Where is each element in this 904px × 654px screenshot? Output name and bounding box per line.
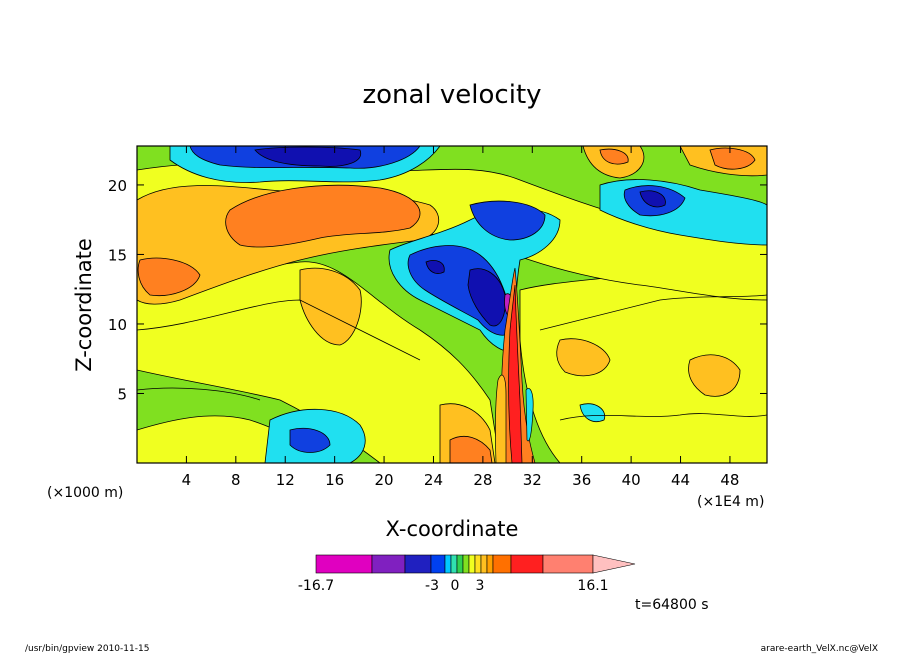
jet-streaks (495, 267, 536, 463)
x-tick-label: 12 (276, 471, 295, 489)
contour-field (137, 146, 767, 463)
colorbar-tick-label: 0 (451, 578, 460, 594)
y-axis-label: Z-coordinate (72, 238, 96, 372)
colorbar-segment (492, 554, 512, 574)
colorbar-tick-label: -16.7 (298, 578, 334, 594)
y-tick-label: 10 (108, 316, 127, 334)
colorbar-segment (444, 554, 452, 574)
colorbar-tick-label: 16.1 (577, 578, 608, 594)
x-tick-label: 44 (671, 471, 690, 489)
colorbar-tick-label: -3 (425, 578, 439, 594)
x-tick-label: 24 (424, 471, 443, 489)
x-axis: 4 8 12 16 20 24 28 32 36 40 44 48 (182, 146, 739, 489)
x-tick-label: 36 (572, 471, 591, 489)
orange-regions (137, 147, 756, 463)
footer-left: /usr/bin/gpview 2010-11-15 (25, 644, 149, 654)
colorbar-segment (450, 554, 458, 574)
colorbar-segment (542, 554, 594, 574)
colorbar-segment (486, 554, 494, 574)
colorbar-segment (371, 554, 406, 574)
time-label: t=64800 s (635, 597, 709, 613)
y-tick-label: 5 (117, 385, 127, 403)
x-tick-label: 20 (375, 471, 394, 489)
chart-title: zonal velocity (362, 80, 541, 110)
colorbar-segment (456, 554, 464, 574)
y-tick-label: 15 (108, 246, 127, 264)
y-tick-label: 20 (108, 177, 127, 195)
colorbar-segment (510, 554, 544, 574)
x-unit-right: (×1E4 m) (697, 494, 764, 510)
colorbar-segment (474, 554, 482, 574)
colorbar-segment (315, 554, 373, 574)
colorbar (315, 554, 636, 574)
x-tick-label: 32 (523, 471, 542, 489)
x-tick-label: 4 (182, 471, 192, 489)
contour-lines (137, 294, 767, 421)
x-tick-label: 40 (622, 471, 641, 489)
colorbar-labels: -16.7 -3 0 3 16.1 (298, 578, 609, 594)
dark-blue-regions (254, 146, 666, 327)
colorbar-segment (468, 554, 476, 574)
colorbar-extend-arrow (592, 554, 636, 574)
y-axis: 5 10 15 20 (108, 177, 767, 403)
colorbar-segment (462, 554, 470, 574)
footer-right: arare-earth_VelX.nc@VelX (761, 644, 878, 654)
colorbar-segment (404, 554, 432, 574)
colorbar-tick-label: 3 (476, 578, 485, 594)
colorbar-segment (480, 554, 488, 574)
x-unit-left: (×1000 m) (47, 485, 123, 501)
x-tick-label: 8 (231, 471, 241, 489)
plot-frame (136, 145, 768, 464)
x-tick-label: 48 (720, 471, 739, 489)
x-axis-label: X-coordinate (386, 517, 519, 541)
x-tick-label: 16 (325, 471, 344, 489)
colorbar-segment (430, 554, 446, 574)
x-tick-label: 28 (473, 471, 492, 489)
